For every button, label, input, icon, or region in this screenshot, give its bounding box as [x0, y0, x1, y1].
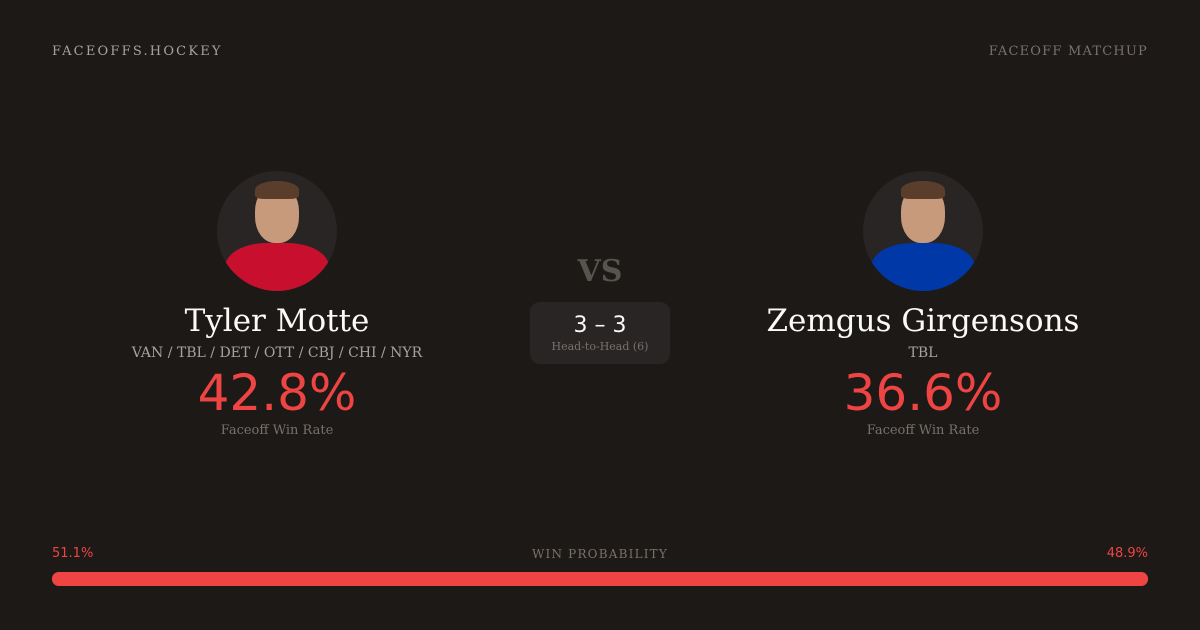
win-rate-label: Faceoff Win Rate [220, 423, 334, 438]
player-name: Zemgus Girgensons [766, 303, 1080, 339]
win-prob-right-segment [612, 572, 1148, 586]
head-to-head-card: 3 – 3 Head-to-Head (6) [530, 302, 670, 364]
player-avatar [863, 171, 983, 291]
player-avatar [217, 171, 337, 291]
player-teams: VAN / TBL / DET / OTT / CBJ / CHI / NYR [131, 345, 423, 361]
win-prob-label: WIN PROBABILITY [531, 547, 668, 561]
h2h-label: Head-to-Head (6) [551, 340, 649, 353]
jersey-shape [871, 243, 975, 291]
versus-label: VS [577, 254, 623, 289]
player-left: Tyler Motte VAN / TBL / DET / OTT / CBJ … [77, 171, 477, 438]
win-probability-bar [52, 572, 1148, 586]
h2h-score: 3 – 3 [573, 313, 627, 338]
page-tag: FACEOFF MATCHUP [988, 44, 1148, 59]
win-prob-right: 48.9% [1106, 546, 1148, 561]
hair-shape [901, 181, 945, 199]
player-name: Tyler Motte [184, 303, 370, 339]
win-prob-left-segment [52, 572, 613, 586]
player-teams: TBL [908, 345, 938, 361]
win-rate: 42.8% [197, 364, 357, 422]
hair-shape [255, 181, 299, 199]
win-rate: 36.6% [843, 364, 1003, 422]
site-brand: FACEOFFS.HOCKEY [52, 44, 223, 59]
player-right: Zemgus Girgensons TBL 36.6% Faceoff Win … [723, 171, 1123, 438]
win-prob-left: 51.1% [52, 546, 94, 561]
jersey-shape [225, 243, 329, 291]
win-rate-label: Faceoff Win Rate [866, 423, 980, 438]
